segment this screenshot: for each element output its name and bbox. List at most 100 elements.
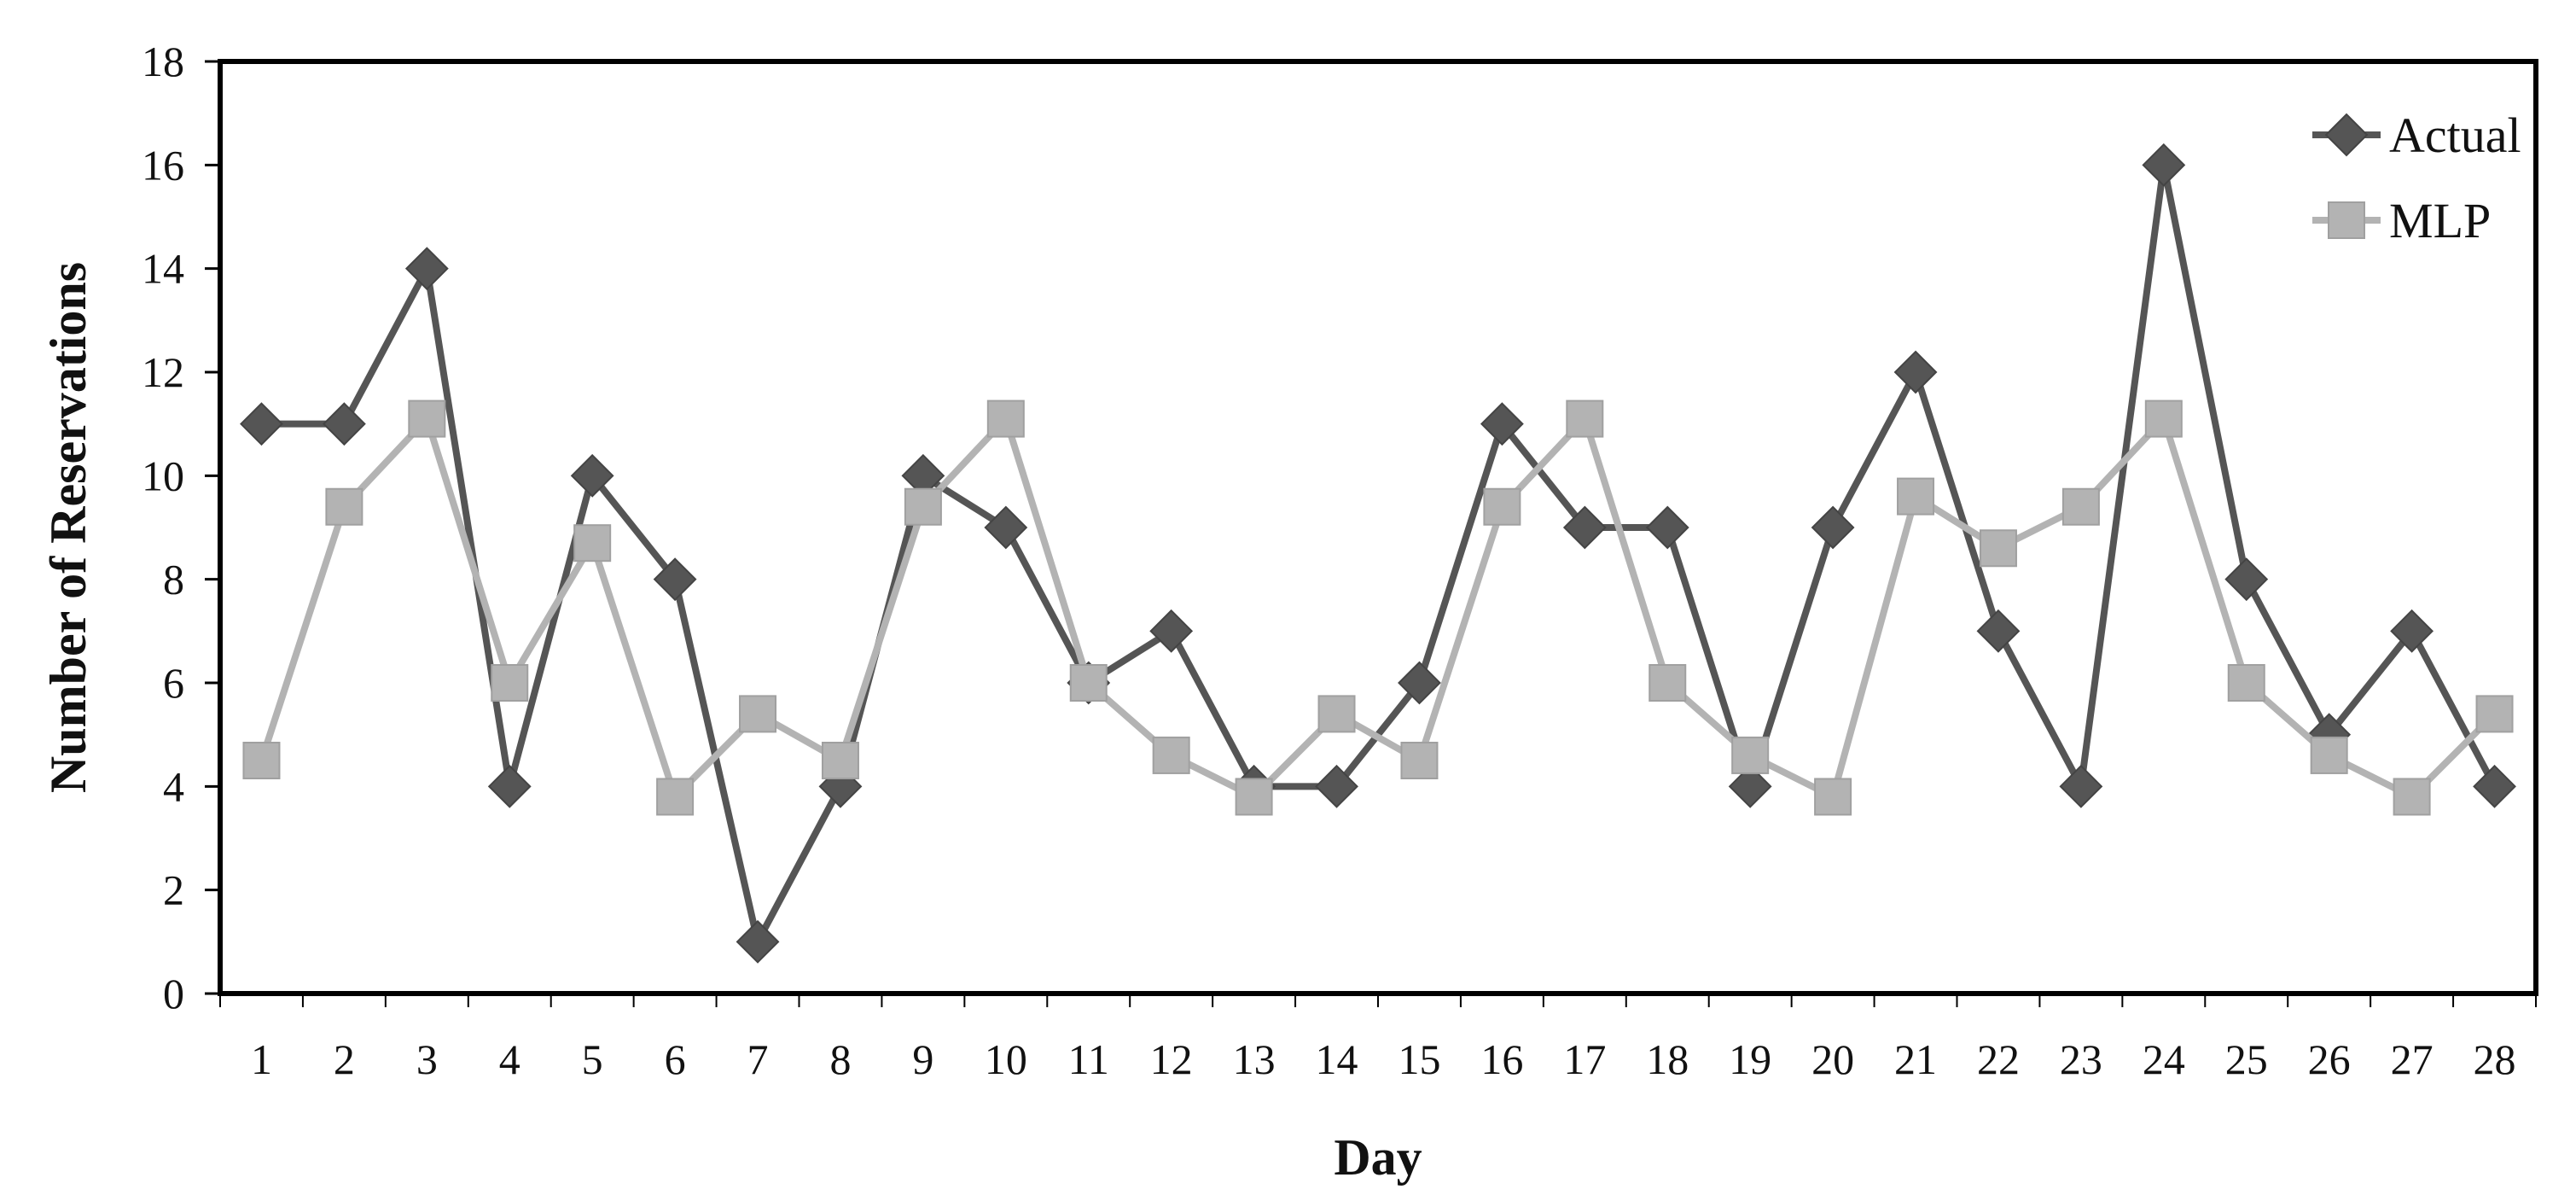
actual-point <box>1562 505 1607 550</box>
y-tick-label: 2 <box>163 866 184 914</box>
actual-point <box>1811 505 1855 550</box>
y-tick-label: 4 <box>163 762 184 810</box>
mlp-point <box>1649 664 1687 702</box>
y-axis-title: Number of Reservations <box>40 262 96 793</box>
y-tick-label: 18 <box>142 38 184 85</box>
mlp-point <box>573 524 612 563</box>
actual-point <box>1645 505 1689 550</box>
x-tick-label: 27 <box>2391 1035 2434 1083</box>
x-tick-label: 17 <box>1563 1035 1606 1083</box>
mlp-point <box>2144 399 2183 438</box>
plot-area <box>218 59 2538 996</box>
x-axis-title: Day <box>1334 1129 1422 1186</box>
mlp-point <box>1483 487 1521 526</box>
x-tick-label: 22 <box>1977 1035 2020 1083</box>
legend-item-actual: Actual <box>2312 108 2521 163</box>
actual-point <box>2059 764 2103 808</box>
x-tick-label: 20 <box>1811 1035 1854 1083</box>
actual-point <box>653 557 697 602</box>
actual-point <box>1728 764 1772 808</box>
x-tick-label: 18 <box>1646 1035 1689 1083</box>
mlp-point <box>1566 399 1604 438</box>
mlp-point <box>821 742 859 779</box>
x-tick-label: 28 <box>2474 1035 2516 1083</box>
series-layer <box>240 143 2516 964</box>
mlp-point <box>2227 664 2265 702</box>
x-tick-label: 8 <box>829 1035 851 1083</box>
mlp-point <box>408 399 446 438</box>
actual-point <box>240 402 283 446</box>
actual-point <box>2390 609 2434 653</box>
x-tick-label: 25 <box>2225 1035 2268 1083</box>
mlp-point <box>1317 695 1356 733</box>
x-tick-label: 24 <box>2143 1035 2185 1083</box>
x-tick-label: 10 <box>985 1035 1027 1083</box>
mlp-point <box>656 778 695 816</box>
actual-point <box>570 453 614 498</box>
mlp-point <box>1152 736 1190 774</box>
x-tick-label: 6 <box>665 1035 686 1083</box>
mlp-point <box>1979 529 2017 568</box>
mlp-point <box>2393 778 2431 816</box>
actual-point <box>404 247 449 291</box>
actual-point <box>1480 402 1524 446</box>
mlp-point <box>491 664 529 702</box>
y-tick-label: 10 <box>142 452 184 499</box>
y-tick-label: 14 <box>142 245 184 293</box>
mlp-point <box>1235 778 1273 816</box>
x-tick-label: 9 <box>912 1035 933 1083</box>
actual-point <box>2473 764 2516 808</box>
mlp-point <box>242 742 281 779</box>
mlp-point <box>1400 742 1439 779</box>
actual-point <box>2224 557 2269 602</box>
mlp-point <box>986 399 1025 438</box>
y-tick-label: 8 <box>163 556 184 603</box>
legend-label: MLP <box>2389 193 2491 248</box>
x-tick-marks <box>219 994 2537 1007</box>
x-tick-label: 16 <box>1480 1035 1523 1083</box>
mlp-point <box>739 695 777 733</box>
actual-point <box>1976 609 2021 653</box>
actual-point <box>1149 609 1194 653</box>
y-tick-label: 6 <box>163 659 184 707</box>
legend: Actual MLP <box>2312 108 2521 248</box>
series-line-mlp <box>258 415 2497 801</box>
actual-point <box>1315 764 1358 808</box>
y-tick-labels: 0 2 4 6 8 10 12 14 16 18 <box>142 38 184 1017</box>
actual-point <box>984 505 1028 550</box>
y-tick-label: 16 <box>142 141 184 189</box>
series-mlp <box>242 399 2514 816</box>
legend-marker <box>2324 113 2369 157</box>
x-tick-label: 26 <box>2308 1035 2351 1083</box>
actual-point <box>1893 350 1938 394</box>
y-tick-marks <box>205 60 220 995</box>
x-tick-label: 1 <box>251 1035 272 1083</box>
y-tick-label: 0 <box>163 970 184 1017</box>
x-tick-label: 23 <box>2060 1035 2102 1083</box>
x-tick-label: 3 <box>416 1035 438 1083</box>
x-tick-label: 11 <box>1068 1035 1109 1083</box>
legend-item-mlp: MLP <box>2312 193 2491 248</box>
x-tick-label: 21 <box>1894 1035 1937 1083</box>
mlp-point <box>2475 695 2514 733</box>
x-tick-label: 19 <box>1729 1035 1771 1083</box>
x-tick-label: 13 <box>1233 1035 1276 1083</box>
x-tick-label: 4 <box>499 1035 520 1083</box>
x-tick-label: 7 <box>747 1035 769 1083</box>
actual-point <box>487 764 532 808</box>
mlp-point <box>1897 477 1935 516</box>
mlp-point <box>2310 736 2348 774</box>
x-tick-label: 15 <box>1398 1035 1440 1083</box>
y-tick-label: 12 <box>142 348 184 396</box>
mlp-point <box>1814 778 1852 816</box>
actual-point <box>736 919 780 964</box>
mlp-point <box>325 487 363 526</box>
x-tick-label: 14 <box>1316 1035 1358 1083</box>
actual-point <box>1398 661 1441 705</box>
actual-point <box>2142 143 2186 187</box>
x-tick-label: 12 <box>1150 1035 1193 1083</box>
mlp-point <box>1731 736 1770 774</box>
x-tick-label: 2 <box>334 1035 355 1083</box>
mlp-point <box>2061 487 2100 526</box>
